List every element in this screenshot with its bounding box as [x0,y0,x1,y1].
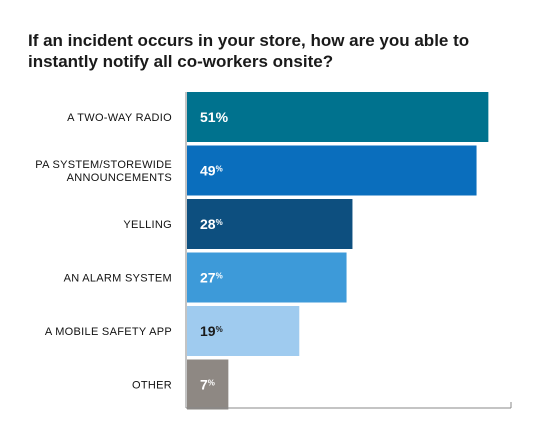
bar-1 [187,145,477,196]
bar-4 [187,306,300,356]
bar-value-label-4: 19% [200,323,223,339]
chart-title-line-1: If an incident occurs in your store, how… [28,31,470,50]
bar-value-suffix-5: % [208,379,215,388]
category-label-1-line-1: ANNOUNCEMENTS [67,172,172,184]
bar-value-label-1: 49% [200,163,223,179]
category-label-3: AN ALARM SYSTEM [64,273,172,285]
category-label-2: YELLING [123,219,172,231]
category-label-1: PA SYSTEM/STOREWIDE ANNOUNCEMENTS [35,159,172,184]
chart-title: If an incident occurs in your store, how… [28,30,498,72]
bar-value-number-0: 51 [200,109,216,125]
axes-layer [185,92,512,409]
bar-value-label-0: 51% [200,109,229,125]
bar-value-number-1: 49 [200,163,216,179]
bar-value-suffix-0: % [216,109,229,125]
bar-5 [187,359,229,410]
category-label-0: A TWO-WAY RADIO [67,112,172,124]
category-label-2-line-0: YELLING [123,219,172,231]
bar-value-number-5: 7 [200,377,208,393]
category-label-4: A MOBILE SAFETY APP [45,326,172,338]
category-label-1-line-0: PA SYSTEM/STOREWIDE [35,159,172,171]
category-label-5: OTHER [132,380,172,392]
category-label-4-line-0: A MOBILE SAFETY APP [45,326,172,338]
bar-value-label-2: 28% [200,216,223,232]
bar-value-label-3: 27% [200,270,223,286]
bar-value-number-3: 27 [200,270,216,286]
category-label-5-line-0: OTHER [132,380,172,392]
bar-2 [187,199,353,249]
bar-value-suffix-1: % [216,165,223,174]
category-label-3-line-0: AN ALARM SYSTEM [64,273,172,285]
bar-value-suffix-2: % [216,218,223,227]
category-label-0-line-0: A TWO-WAY RADIO [67,112,172,124]
bar-3 [187,252,347,303]
bar-0 [187,92,489,142]
bar-value-number-2: 28 [200,216,216,232]
bar-value-number-4: 19 [200,323,216,339]
bar-value-suffix-4: % [216,325,223,334]
bars-layer: 51% A TWO-WAY RADIO 49% PA SYSTEM/STOREWIDE… [35,92,489,410]
bar-value-label-5: 7% [200,377,215,393]
bar-value-suffix-3: % [216,272,223,281]
chart-title-line-2: instantly notify all co-workers onsite? [28,52,334,71]
